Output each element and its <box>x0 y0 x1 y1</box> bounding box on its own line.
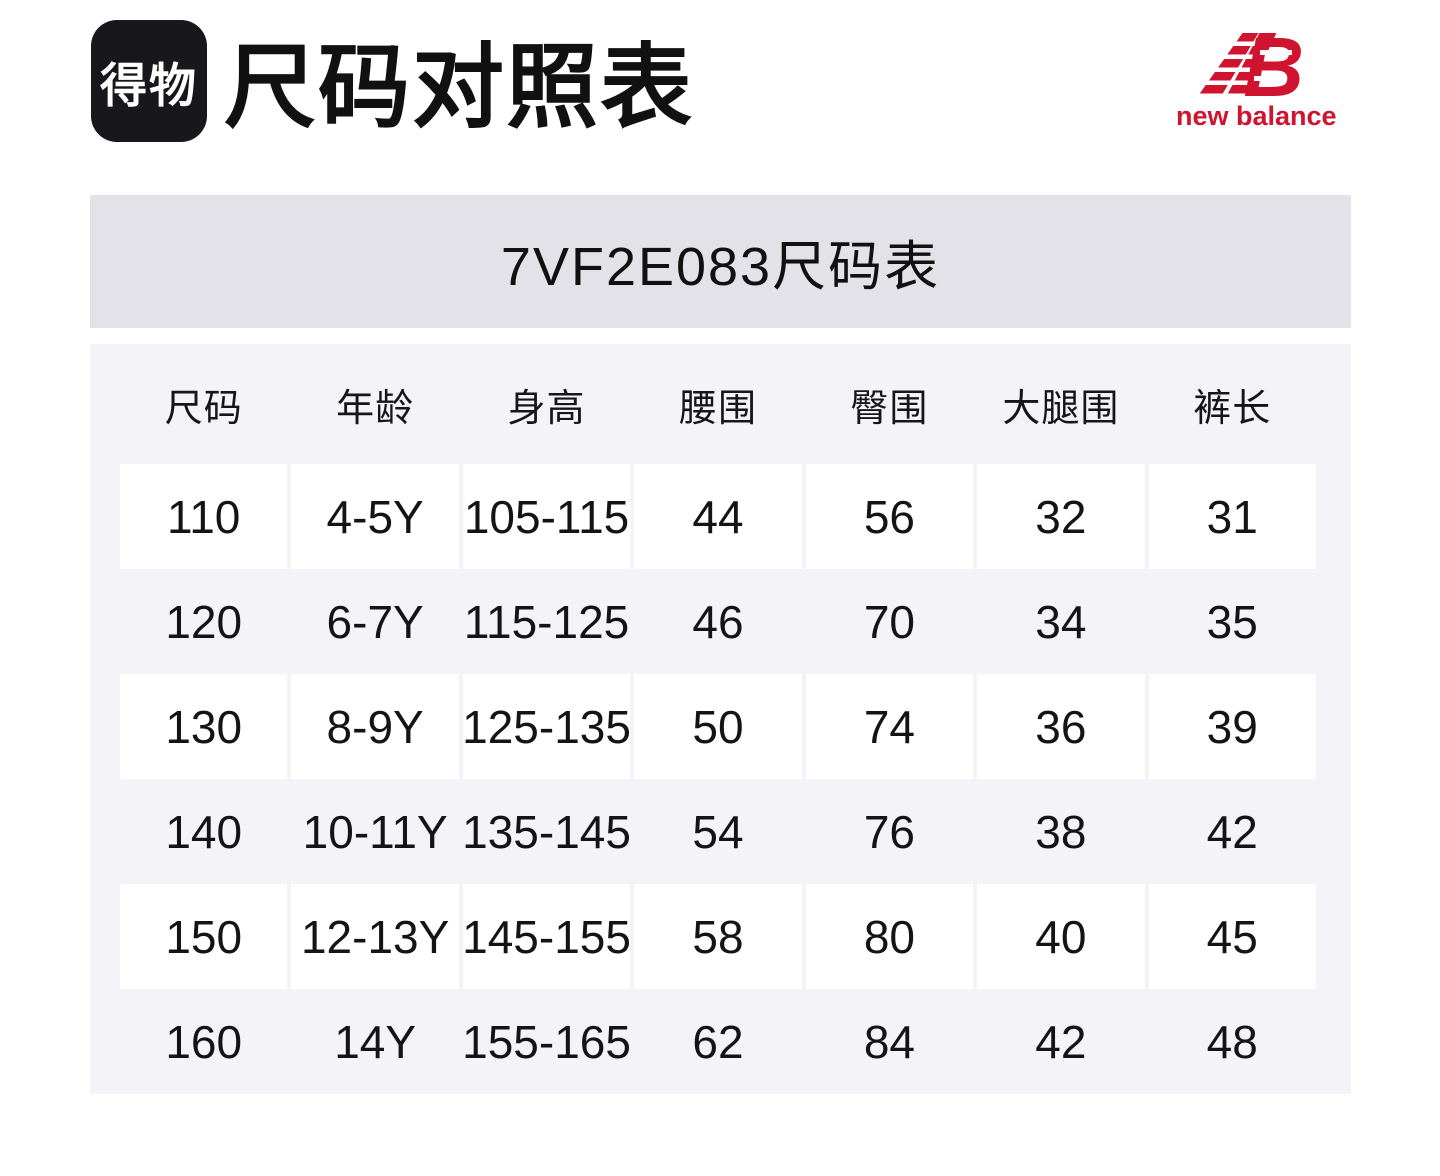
table-cell: 105-115 <box>462 464 631 569</box>
table-cell: 8-9Y <box>291 674 459 779</box>
nb-slit-top <box>1260 50 1292 55</box>
table-cell: 39 <box>1148 674 1316 779</box>
table-cell: 145-155 <box>462 884 631 989</box>
nb-letter-b: B <box>1243 20 1304 114</box>
table-cell: 46 <box>692 595 744 648</box>
size-chart-title-band: 7VF2E083尺码表 <box>90 195 1351 328</box>
table-cell: 62 <box>692 1015 744 1068</box>
table-row: 110 4-5Y 105-115 44 56 32 31 <box>120 464 1316 569</box>
table-cell: 48 <box>1206 1015 1258 1068</box>
table-cell: 12-13Y <box>291 884 459 989</box>
dewu-logo-icon: 得物 <box>91 20 207 142</box>
table-cell: 125-135 <box>462 674 631 779</box>
dewu-logo-text: 得物 <box>100 58 198 112</box>
column-header-pant-length: 裤长 <box>1193 387 1272 430</box>
table-cell: 80 <box>805 884 974 989</box>
table-cell: 35 <box>1206 595 1258 648</box>
new-balance-logo: B new balance <box>1176 20 1337 132</box>
table-cell: 150 <box>120 884 288 989</box>
table-cell: 76 <box>863 805 915 858</box>
column-header-height: 身高 <box>507 387 586 430</box>
table-cell: 135-145 <box>462 805 631 858</box>
table-cell: 44 <box>634 464 802 569</box>
table-cell: 130 <box>120 674 288 779</box>
table-cell: 4-5Y <box>291 464 459 569</box>
table-cell: 31 <box>1148 464 1316 569</box>
column-header-size: 尺码 <box>164 387 243 430</box>
table-header-row: 尺码 年龄 身高 腰围 臀围 大腿围 裤长 <box>120 344 1316 464</box>
column-header-hip: 臀围 <box>850 387 929 430</box>
table-cell: 58 <box>634 884 802 989</box>
table-cell: 42 <box>1206 805 1258 858</box>
table-cell: 36 <box>977 674 1145 779</box>
table-cell: 10-11Y <box>302 805 448 858</box>
table-cell: 32 <box>977 464 1145 569</box>
table-cell: 45 <box>1148 884 1316 989</box>
column-header-age: 年龄 <box>336 387 415 430</box>
size-table: 尺码 年龄 身高 腰围 臀围 大腿围 裤长 110 4-5Y 105-115 4… <box>90 344 1351 1094</box>
table-cell: 50 <box>634 674 802 779</box>
table-row: 150 12-13Y 145-155 58 80 40 45 <box>120 884 1316 989</box>
new-balance-wordmark: new balance <box>1176 101 1337 131</box>
table-cell: 115-125 <box>463 595 630 648</box>
table-cell: 34 <box>1035 595 1087 648</box>
table-row: 130 8-9Y 125-135 50 74 36 39 <box>120 674 1316 779</box>
table-cell: 42 <box>1035 1015 1087 1068</box>
page-title: 尺码对照表 <box>224 37 695 139</box>
size-chart-title: 7VF2E083尺码表 <box>500 237 941 297</box>
table-cell: 38 <box>1035 805 1087 858</box>
table-row: 140 10-11Y 135-145 54 76 38 42 <box>120 779 1316 884</box>
table-cell: 6-7Y <box>326 595 424 648</box>
nb-mark-icon: B <box>1198 20 1304 114</box>
table-cell: 140 <box>165 805 243 858</box>
column-header-thigh: 大腿围 <box>1002 387 1120 430</box>
table-cell: 54 <box>692 805 744 858</box>
nb-slit-bottom <box>1254 76 1286 81</box>
table-row: 120 6-7Y 115-125 46 70 34 35 <box>120 569 1316 674</box>
table-cell: 74 <box>805 674 974 779</box>
table-cell: 84 <box>863 1015 915 1068</box>
table-cell: 14Y <box>334 1015 417 1068</box>
table-cell: 70 <box>863 595 915 648</box>
table-cell: 56 <box>805 464 974 569</box>
table-row: 160 14Y 155-165 62 84 42 48 <box>120 989 1316 1094</box>
table-cell: 155-165 <box>462 1015 631 1068</box>
table-cell: 160 <box>165 1015 243 1068</box>
column-header-waist: 腰围 <box>678 387 757 430</box>
table-cell: 40 <box>977 884 1145 989</box>
table-cell: 110 <box>120 464 288 569</box>
table-cell: 120 <box>165 595 243 648</box>
